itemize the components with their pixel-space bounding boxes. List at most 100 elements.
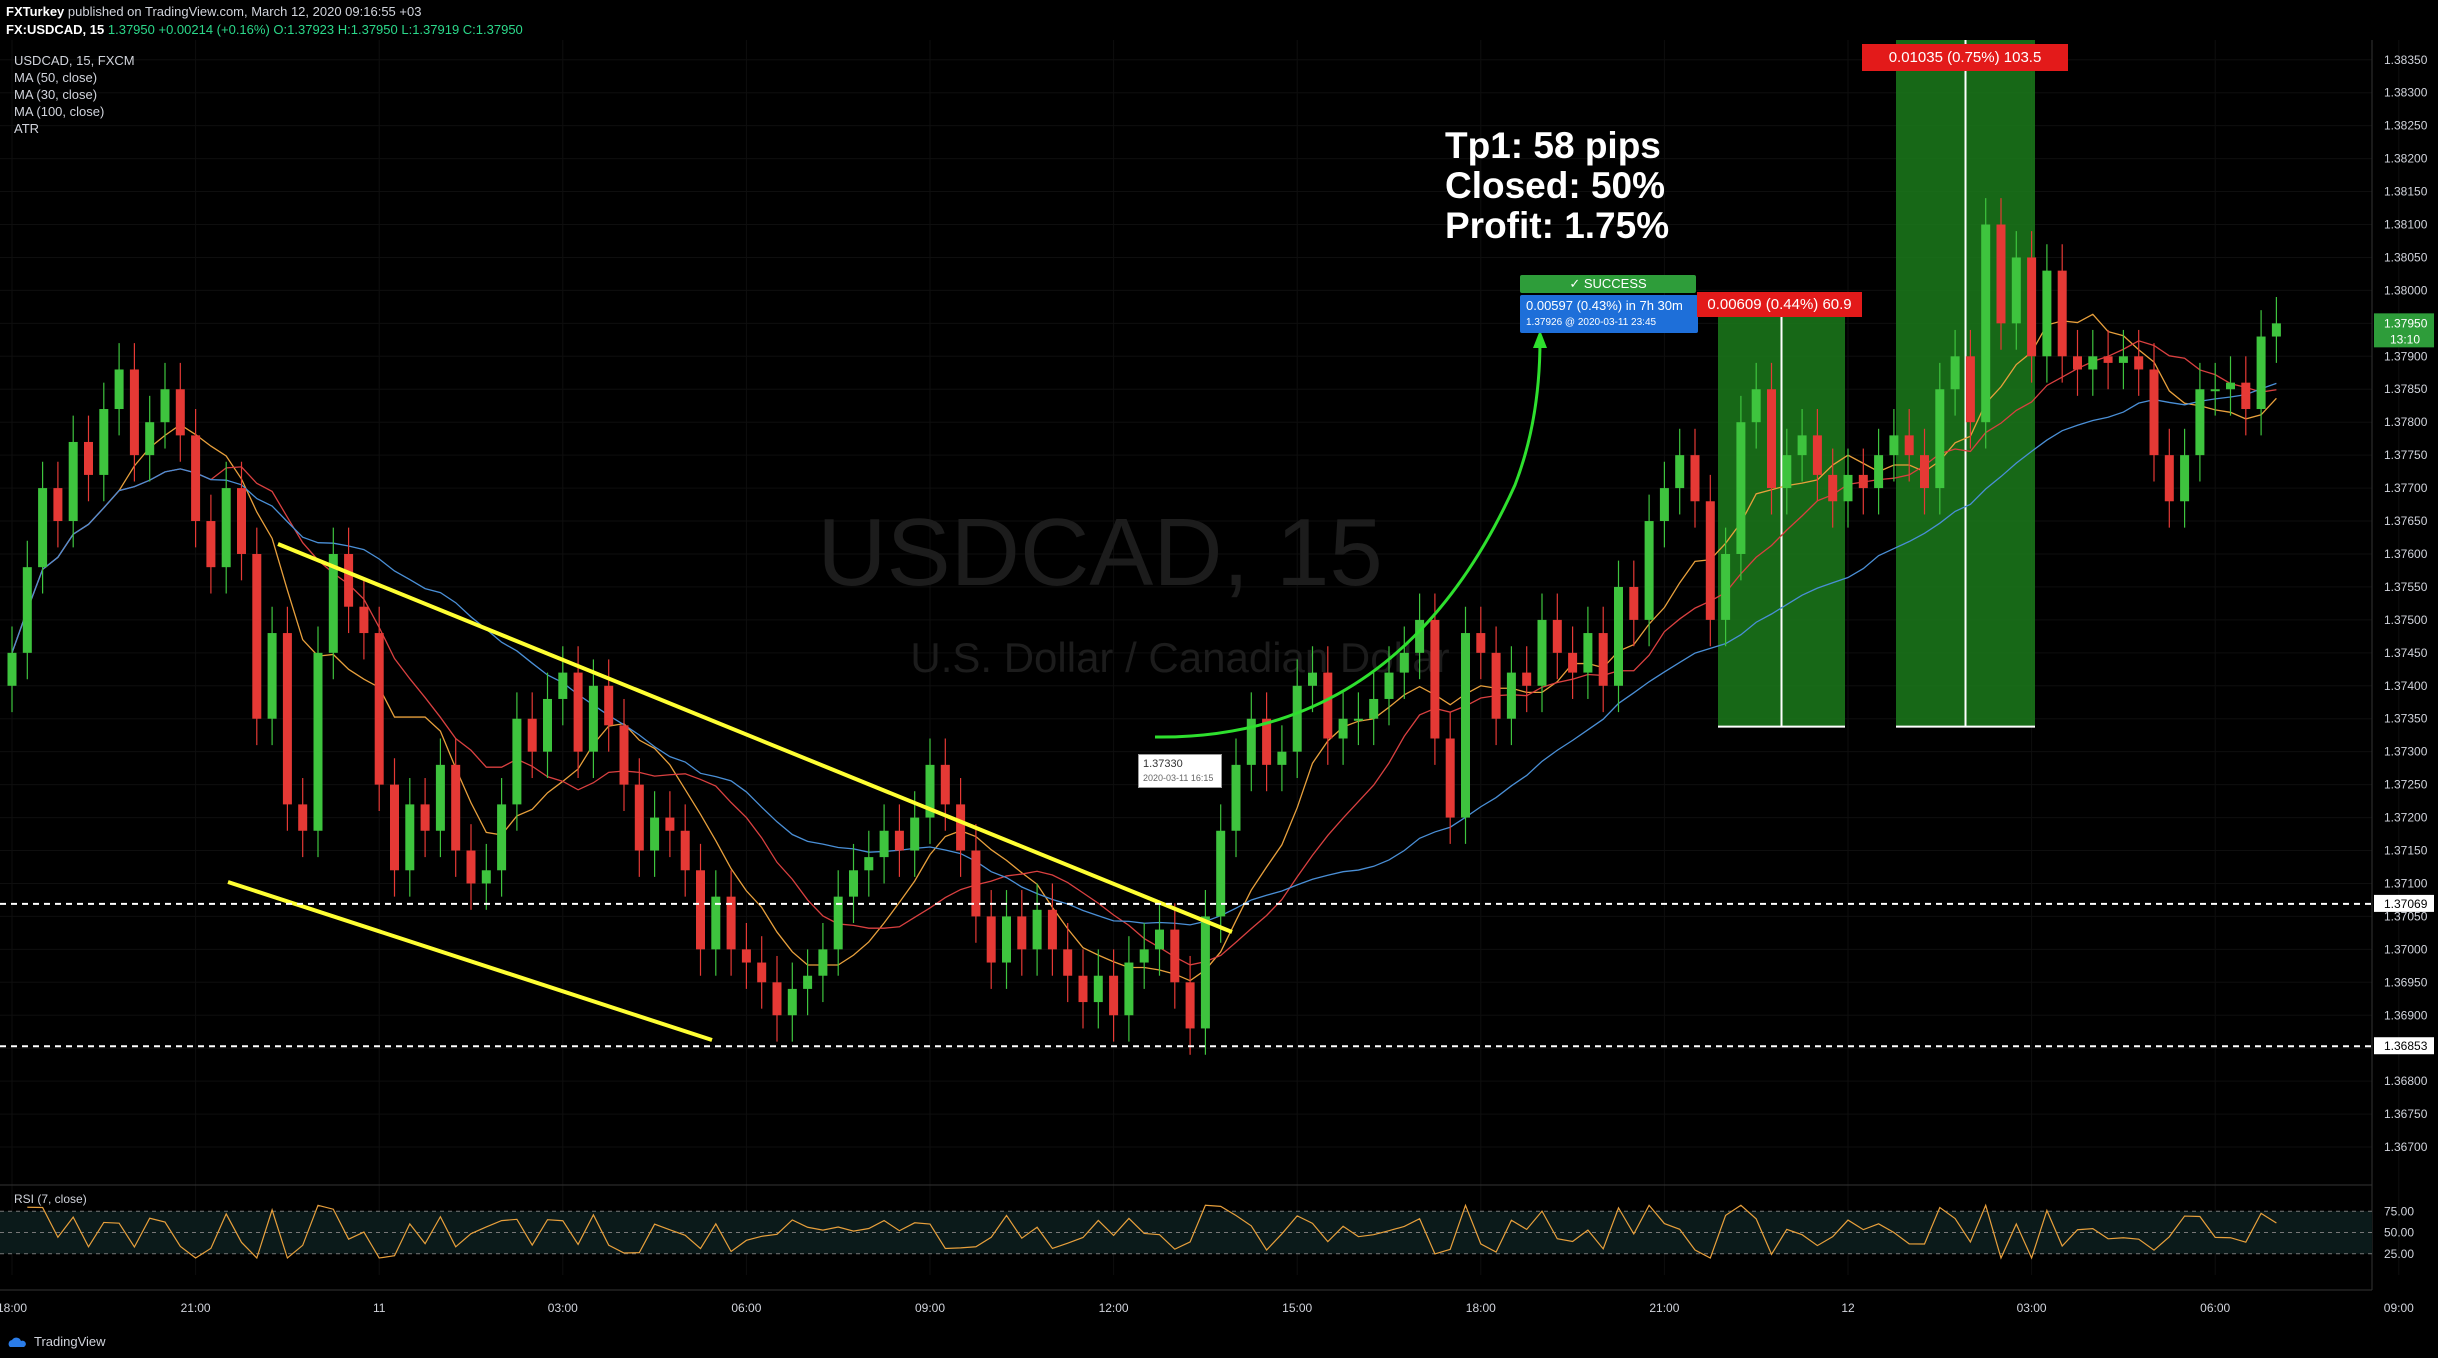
y-tick-label: 1.36900 — [2384, 1008, 2428, 1022]
y-tick-label: 1.37650 — [2384, 514, 2428, 528]
indicator-atr[interactable]: ATR — [14, 121, 40, 136]
candle-body — [328, 553, 338, 653]
candle-body — [925, 764, 935, 818]
candle-body — [160, 389, 170, 423]
candle-body — [1399, 652, 1409, 673]
chart-canvas[interactable]: USDCAD, 15 U.S. Dollar / Canadian Dollar… — [0, 40, 2438, 1330]
candle-body — [1843, 474, 1853, 502]
candle-body — [53, 488, 63, 522]
rsi-level-label: 25.00 — [2384, 1247, 2414, 1261]
candle-body — [1812, 435, 1822, 475]
candle-body — [619, 725, 629, 785]
range-label-1[interactable]: 0.00609 (0.44%) 60.9 — [1697, 292, 1862, 317]
arrow-head-icon — [1533, 330, 1547, 348]
y-tick-label: 1.37000 — [2384, 942, 2428, 956]
candle-body — [2241, 382, 2251, 410]
x-tick-label: 18:00 — [1466, 1301, 1496, 1315]
candle-body — [1614, 586, 1623, 686]
candle-body — [390, 784, 399, 871]
footer — [0, 1330, 2438, 1358]
tooltip-time: 2020-03-11 16:15 — [1143, 773, 1214, 783]
y-tick-label: 1.37350 — [2384, 712, 2428, 726]
candle-body — [1323, 672, 1333, 739]
candle-body — [2073, 356, 2082, 370]
candle-body — [1461, 633, 1470, 818]
candle-body — [282, 633, 292, 805]
y-tick-label: 1.37600 — [2384, 547, 2428, 561]
candle-body — [971, 850, 981, 917]
candle-body — [1935, 389, 1945, 489]
publisher-name[interactable]: FXTurkey — [6, 4, 65, 19]
candle-body — [772, 982, 782, 1016]
candle-body — [1904, 435, 1914, 456]
candle-body — [2103, 356, 2113, 363]
candle-body — [849, 870, 858, 897]
indicator-ma50[interactable]: MA (50, close) — [14, 70, 98, 85]
y-tick-label: 1.37800 — [2384, 415, 2428, 429]
x-tick-label: 03:00 — [548, 1301, 578, 1315]
range-label-2[interactable]: 0.01035 (0.75%) 103.5 — [1862, 44, 2068, 71]
candle-body — [344, 553, 354, 607]
indicator-list: USDCAD, 15, FXCM MA (50, close) MA (30, … — [14, 52, 135, 137]
indicator-ma30[interactable]: MA (30, close) — [14, 87, 98, 102]
candle-body — [573, 672, 583, 752]
y-tick-label: 1.38050 — [2384, 250, 2428, 264]
candle-body — [986, 916, 996, 963]
candle-body — [2057, 270, 2067, 357]
y-tick-label: 1.37700 — [2384, 481, 2428, 495]
y-tick-label: 1.37550 — [2384, 580, 2428, 594]
candle-body — [726, 896, 736, 950]
candle-body — [466, 850, 476, 884]
candle-body — [114, 369, 124, 410]
candle-body — [1476, 633, 1486, 653]
x-tick-label: 09:00 — [2384, 1301, 2414, 1315]
candle-body — [2042, 270, 2052, 357]
candle-body — [543, 698, 552, 752]
candle-body — [2226, 382, 2235, 390]
y-tick-label: 1.38300 — [2384, 86, 2428, 100]
x-axis[interactable]: 18:00 21:00 11 03:00 06:00 09:00 12:00 15:00 18:… — [0, 1289, 2438, 1315]
rsi-line — [27, 1203, 2277, 1260]
candle-body — [1537, 619, 1547, 686]
candle-body — [1659, 488, 1669, 522]
candle-body — [1231, 764, 1241, 831]
rsi-panel: 75.00 50.00 25.00 — [0, 1184, 2414, 1261]
tradingview-logo[interactable]: TradingView — [6, 1334, 106, 1349]
candle-body — [221, 488, 231, 568]
target-boxes[interactable] — [1718, 40, 2035, 728]
candle-body — [604, 685, 614, 726]
candle-body — [298, 804, 308, 831]
indicator-ma100[interactable]: MA (100, close) — [14, 104, 105, 119]
brand-name: TradingView — [34, 1334, 106, 1349]
ohlc-values: O:1.37923 H:1.37950 L:1.37919 C:1.37950 — [273, 22, 523, 37]
candle-body — [84, 441, 93, 475]
x-tick-label: 11 — [373, 1301, 386, 1315]
tp-line-2: Closed: 50% — [1445, 165, 1666, 206]
candle-body — [2195, 389, 2205, 456]
candle-body — [1721, 553, 1731, 620]
candle-body — [1277, 751, 1287, 765]
candle-body — [1552, 619, 1562, 653]
candle-body — [206, 521, 216, 568]
x-tick-label: 09:00 — [915, 1301, 945, 1315]
y-tick-label: 1.36750 — [2384, 1107, 2428, 1121]
level-price-label: 1.37069 — [2384, 897, 2428, 911]
y-tick-label: 1.38350 — [2384, 53, 2428, 67]
indicator-symbol[interactable]: USDCAD, 15, FXCM — [14, 53, 135, 68]
y-tick-label: 1.37300 — [2384, 745, 2428, 759]
x-tick-label: 15:00 — [1282, 1301, 1312, 1315]
x-tick-label: 21:00 — [1649, 1301, 1679, 1315]
candle-body — [1736, 422, 1746, 554]
candle-body — [1032, 909, 1042, 950]
rsi-label[interactable]: RSI (7, close) — [14, 1192, 87, 1206]
success-badge: ✓ SUCCESS — [1520, 275, 1696, 293]
trend-lines[interactable] — [227, 330, 1547, 1042]
candle-body — [680, 830, 690, 871]
tp-line-1: Tp1: 58 pips — [1445, 125, 1661, 166]
measure-label[interactable]: 0.00597 (0.43%) in 7h 30m 1.37926 @ 2020… — [1520, 295, 1698, 333]
candle-body — [1445, 738, 1455, 818]
watermark-symbol: USDCAD, 15 — [817, 499, 1383, 606]
y-axis[interactable]: 1.38350 1.38300 1.38250 1.38200 1.38150 1.381… — [2371, 40, 2434, 1290]
price-change: 1.37950 +0.00214 (+0.16%) — [107, 22, 270, 37]
candle-body — [129, 369, 139, 456]
